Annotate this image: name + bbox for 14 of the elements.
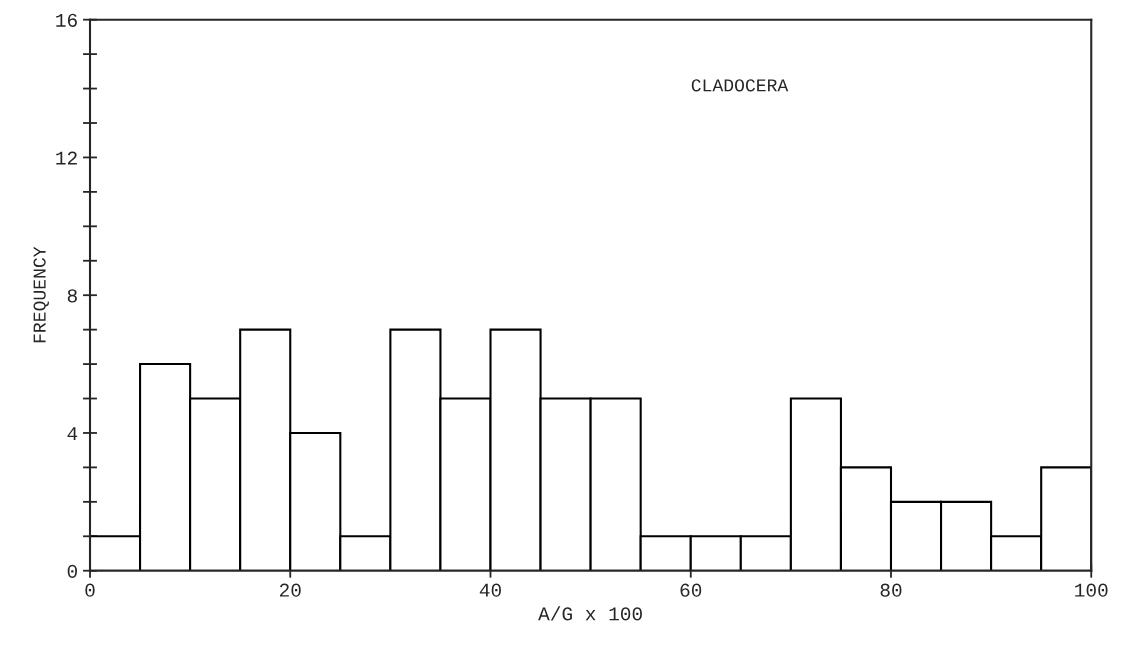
y-axis-title: FREQUENCY <box>33 246 49 343</box>
y-tick-label: 12 <box>56 151 77 165</box>
x-tick-label: 20 <box>279 583 301 597</box>
x-axis-title: A/G x 100 <box>538 606 642 621</box>
x-tick-label: 80 <box>880 583 902 597</box>
x-tick-label: 60 <box>680 583 702 597</box>
y-tick-label: 0 <box>67 564 77 578</box>
y-tick-label: 4 <box>67 427 78 441</box>
y-tick-label: 8 <box>67 289 77 303</box>
x-tick-label: 40 <box>479 583 501 597</box>
x-tick-label: 100 <box>1075 583 1108 597</box>
x-tick-label: 0 <box>85 583 95 597</box>
y-tick-label: 16 <box>56 13 77 27</box>
annotation: CLADOCERA <box>691 79 789 92</box>
